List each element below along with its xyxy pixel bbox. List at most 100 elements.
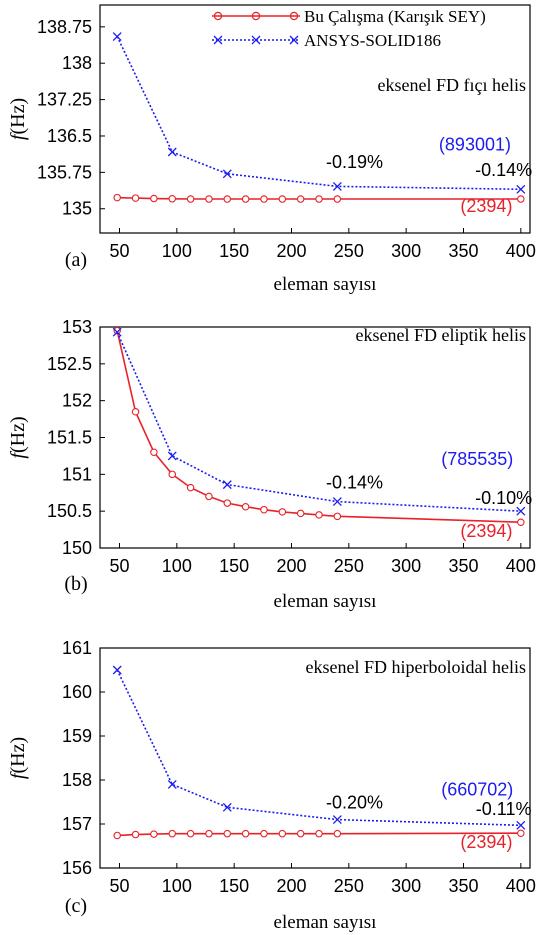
x-tick-label: 200 bbox=[276, 241, 306, 261]
data-point-bu-calisma bbox=[296, 509, 305, 518]
y-tick-label: 160 bbox=[62, 682, 92, 702]
y-tick-label: 138 bbox=[62, 53, 92, 73]
panel-label: (c) bbox=[65, 895, 87, 917]
x-tick-label: 250 bbox=[334, 241, 364, 261]
y-tick-label: 150.5 bbox=[47, 501, 92, 521]
y-axis-label: f(Hz) bbox=[7, 737, 29, 779]
y-tick-label: 158 bbox=[62, 770, 92, 790]
y-tick-label: 161 bbox=[62, 638, 92, 658]
x-tick-label: 200 bbox=[276, 876, 306, 896]
annotation: -0.19% bbox=[326, 152, 383, 172]
data-point-bu-calisma bbox=[223, 195, 232, 203]
legend-marker-blue bbox=[251, 35, 261, 45]
data-point-bu-calisma bbox=[186, 829, 195, 838]
x-tick-label: 100 bbox=[162, 241, 192, 261]
legend-marker-red bbox=[289, 11, 299, 21]
x-axis-label: eleman sayısı bbox=[274, 591, 377, 612]
plot-frame bbox=[99, 4, 531, 234]
data-point-ansys bbox=[112, 327, 122, 337]
x-tick-label: 50 bbox=[109, 241, 129, 261]
data-point-ansys bbox=[112, 32, 122, 41]
x-tick-label: 150 bbox=[219, 241, 249, 261]
x-tick-label: 350 bbox=[448, 556, 478, 576]
data-point-bu-calisma bbox=[260, 505, 268, 514]
data-point-bu-calisma bbox=[333, 829, 342, 838]
x-tick-label: 400 bbox=[506, 876, 536, 896]
data-point-bu-calisma bbox=[205, 195, 213, 203]
x-tick-label: 300 bbox=[391, 556, 421, 576]
x-tick-label: 50 bbox=[109, 556, 129, 576]
y-axis-label: f(Hz) bbox=[7, 98, 29, 140]
y-tick-label: 156 bbox=[62, 858, 92, 878]
y-tick-label: 135.75 bbox=[37, 162, 92, 182]
y-tick-label: 151 bbox=[62, 464, 92, 484]
annotation: (660702) bbox=[441, 779, 513, 799]
data-point-bu-calisma bbox=[168, 829, 176, 838]
y-axis-unit: (Hz) bbox=[7, 416, 29, 453]
data-point-ansys bbox=[222, 802, 232, 812]
data-point-bu-calisma bbox=[205, 492, 213, 501]
panel-title: eksenel FD hiperboloidal helis bbox=[306, 657, 526, 677]
y-tick-label: 159 bbox=[62, 726, 92, 746]
y-axis-symbol: f bbox=[7, 771, 29, 779]
annotation: (893001) bbox=[439, 135, 511, 155]
panel-label: (b) bbox=[64, 573, 87, 595]
data-point-bu-calisma bbox=[517, 829, 525, 837]
annotation: (2394) bbox=[460, 832, 512, 852]
data-point-bu-calisma bbox=[168, 470, 176, 479]
data-point-ansys bbox=[516, 506, 526, 516]
y-tick-label: 136.5 bbox=[47, 126, 92, 146]
data-point-bu-calisma bbox=[333, 195, 342, 203]
data-point-bu-calisma bbox=[150, 194, 158, 203]
panel-label: (a) bbox=[65, 249, 87, 271]
data-point-bu-calisma bbox=[241, 502, 250, 511]
y-axis-unit: (Hz) bbox=[7, 737, 29, 774]
data-point-bu-calisma bbox=[278, 829, 287, 838]
y-tick-label: 138.75 bbox=[37, 17, 92, 37]
panel-title: eksenel FD fıçı helis bbox=[378, 75, 526, 95]
panel-title: eksenel FD eliptik helis bbox=[356, 325, 526, 345]
x-tick-label: 400 bbox=[506, 241, 536, 261]
x-axis-label: eleman sayısı bbox=[274, 912, 377, 933]
data-point-bu-calisma bbox=[150, 448, 158, 456]
annotation: -0.11% bbox=[476, 799, 532, 819]
y-tick-label: 150 bbox=[62, 538, 92, 558]
legend-marker-blue bbox=[289, 35, 299, 45]
x-axis-label: eleman sayısı bbox=[274, 274, 377, 295]
series-line-bu-calisma bbox=[116, 330, 521, 523]
data-point-bu-calisma bbox=[131, 830, 140, 839]
annotation: (2394) bbox=[460, 196, 512, 216]
data-point-bu-calisma bbox=[260, 829, 268, 838]
data-point-ansys bbox=[167, 147, 177, 157]
data-point-bu-calisma bbox=[241, 829, 250, 838]
x-tick-label: 350 bbox=[448, 876, 478, 896]
legend-marker-red bbox=[251, 11, 261, 21]
annotation: (785535) bbox=[441, 449, 513, 469]
series-line-ansys bbox=[116, 331, 521, 512]
y-axis-label: f(Hz) bbox=[7, 416, 29, 458]
data-point-ansys bbox=[516, 820, 526, 830]
data-point-ansys bbox=[332, 497, 342, 507]
y-tick-label: 152.5 bbox=[47, 354, 92, 374]
data-point-ansys bbox=[516, 184, 526, 194]
x-tick-label: 100 bbox=[162, 556, 192, 576]
data-point-bu-calisma bbox=[296, 829, 305, 838]
y-tick-label: 157 bbox=[62, 814, 92, 834]
legend: Bu Çalışma (Karışık SEY) ANSYS-SOLID186 bbox=[212, 7, 486, 50]
y-tick-label: 151.5 bbox=[47, 428, 92, 448]
chart-panel-a: 50 100 150 200 250 300 350 400 135 135.75 136.5 137… bbox=[7, 4, 536, 295]
x-tick-label: 150 bbox=[219, 556, 249, 576]
x-tick-label: 250 bbox=[334, 556, 364, 576]
y-axis-symbol: f bbox=[7, 132, 29, 140]
data-point-ansys bbox=[332, 815, 342, 825]
data-point-bu-calisma bbox=[113, 831, 121, 840]
data-point-ansys bbox=[167, 451, 177, 461]
data-point-bu-calisma bbox=[131, 407, 140, 416]
legend-label-red: Bu Çalışma (Karışık SEY) bbox=[304, 7, 486, 26]
legend-label-blue: ANSYS-SOLID186 bbox=[304, 31, 441, 50]
annotation: -0.14% bbox=[475, 160, 532, 180]
y-tick-label: 137.25 bbox=[37, 90, 92, 110]
series-line-ansys bbox=[116, 669, 521, 827]
data-point-bu-calisma bbox=[315, 829, 323, 838]
